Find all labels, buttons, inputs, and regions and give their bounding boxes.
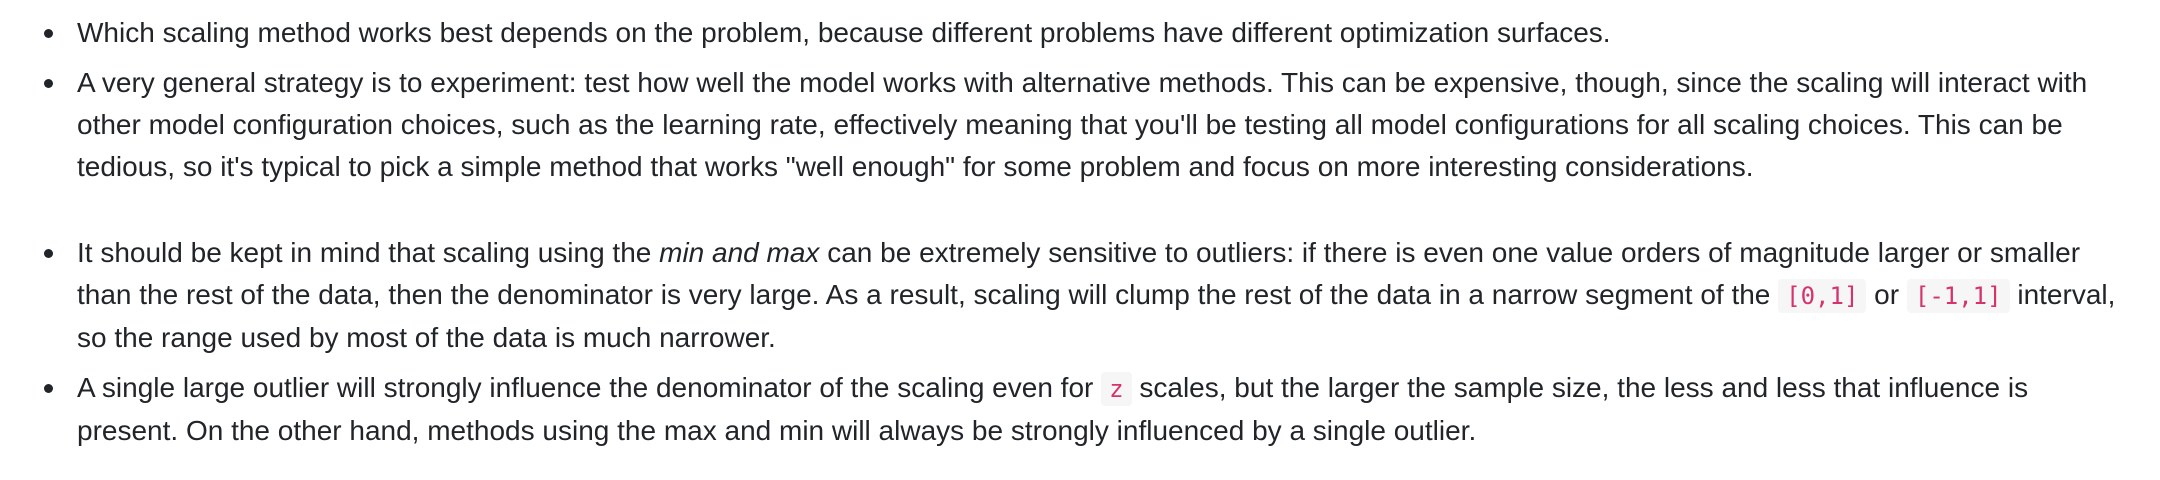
bullet-dot-icon — [44, 249, 53, 258]
bullet-dot-icon — [44, 29, 53, 38]
list-item: It should be kept in mind that scaling u… — [0, 232, 2160, 359]
list-item-text: scales, but the larger the sample size, … — [77, 372, 2029, 446]
bullet-list: It should be kept in mind that scaling u… — [0, 232, 2160, 452]
bullet-dot-icon — [44, 384, 53, 393]
bullet-list: Which scaling method works best depends … — [0, 12, 2160, 188]
list-item-text: can be extremely sensitive to outliers: … — [77, 237, 2081, 310]
list-item: Which scaling method works best depends … — [0, 12, 2160, 54]
inline-code: z — [1101, 372, 1132, 406]
list-item: A single large outlier will strongly inf… — [0, 367, 2160, 452]
document-body: Which scaling method works best depends … — [0, 12, 2160, 452]
emphasis-text: min and max — [659, 237, 820, 268]
list-item: A very general strategy is to experiment… — [0, 62, 2160, 188]
list-item-text: It should be kept in mind that scaling u… — [77, 237, 660, 268]
list-item-text: A very general strategy is to experiment… — [77, 67, 2088, 182]
inline-code: [-1,1] — [1906, 279, 2010, 313]
inline-code: [0,1] — [1778, 279, 1867, 313]
bullet-dot-icon — [44, 79, 53, 88]
list-item-text: Which scaling method works best depends … — [77, 17, 1611, 48]
list-item-text: A single large outlier will strongly inf… — [77, 372, 1102, 403]
list-item-text: interval, so the range used by most of t… — [77, 279, 2116, 353]
list-item-text: or — [1866, 279, 1907, 310]
